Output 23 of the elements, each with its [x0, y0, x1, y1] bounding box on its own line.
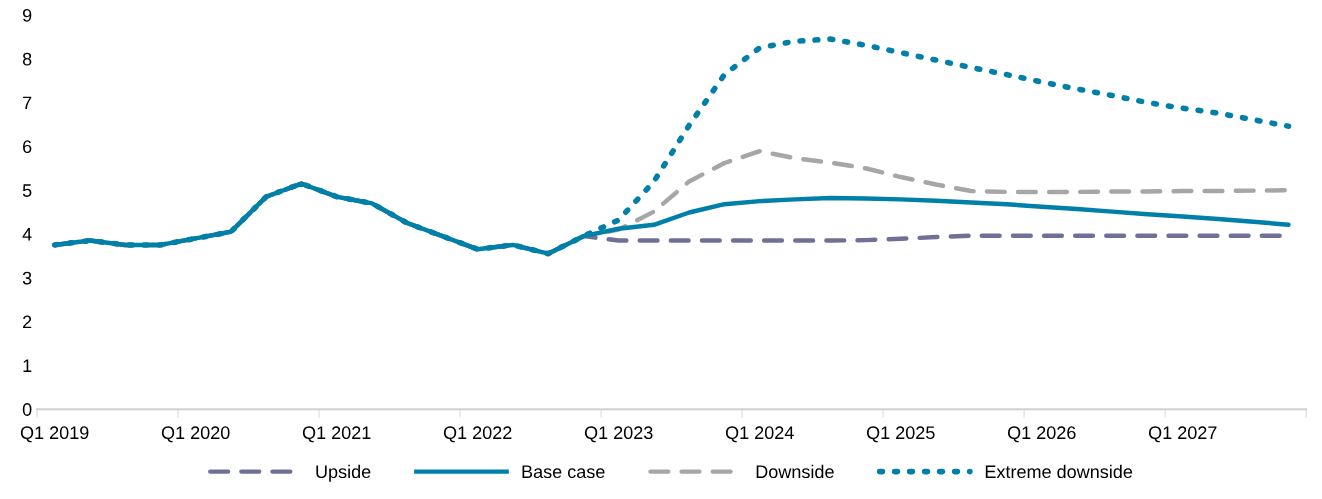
- legend-label: Upside: [316, 464, 371, 482]
- x-tick-label: Q1 2021: [302, 426, 371, 443]
- x-tick-label: Q1 2022: [443, 426, 512, 443]
- x-tick-label: Q1 2026: [1007, 426, 1076, 443]
- x-tick-label: Q1 2024: [725, 426, 794, 443]
- y-tick-label: 4: [22, 228, 32, 241]
- legend-label: Base case: [522, 465, 605, 479]
- x-tick-label: Q1 2027: [1148, 426, 1217, 443]
- y-tick-label: 9: [22, 8, 32, 22]
- y-tick-label: 1: [23, 359, 32, 372]
- legend-label: Extreme downside: [985, 464, 1133, 479]
- y-tick-label: 8: [22, 52, 32, 66]
- legend-label: Downside: [756, 464, 834, 479]
- x-tick-label: Q1 2020: [161, 426, 230, 443]
- x-tick-label: Q1 2019: [20, 426, 89, 443]
- x-tick-label: Q1 2025: [866, 426, 935, 443]
- y-tick-label: 2: [23, 315, 32, 329]
- y-tick-label: 3: [22, 271, 32, 285]
- y-tick-label: 7: [23, 96, 32, 110]
- y-tick-label: 6: [23, 140, 32, 154]
- x-tick-label: Q1 2023: [584, 426, 653, 443]
- y-tick-label: 5: [22, 184, 32, 197]
- y-tick-label: 0: [22, 403, 32, 416]
